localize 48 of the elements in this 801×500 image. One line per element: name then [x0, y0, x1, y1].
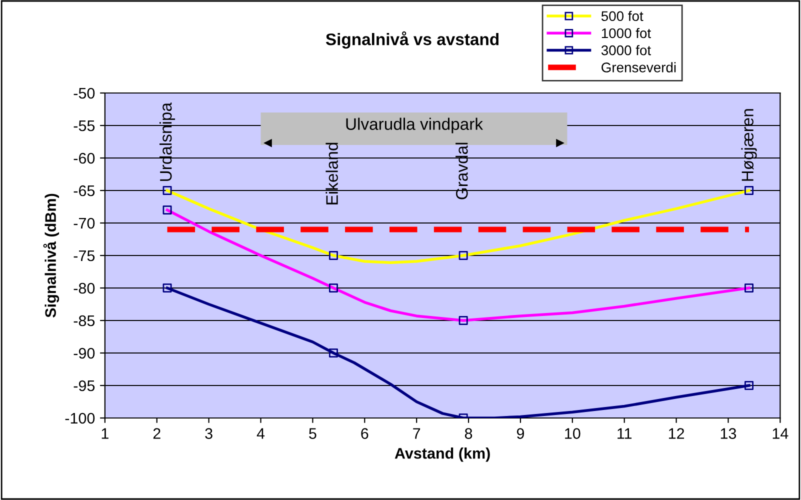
chart-title: Signalnivå vs avstand: [326, 31, 498, 49]
legend-label: 3000 fot: [601, 45, 651, 56]
legend-label: Grenseverdi: [602, 62, 676, 72]
annotation: Høgjæren: [741, 109, 757, 181]
x-tick-label: 7: [413, 428, 420, 439]
point: [328, 251, 338, 260]
point: [744, 381, 754, 390]
y-tick-label: -95: [74, 380, 95, 392]
annotation: Urdalsnipa: [159, 102, 176, 181]
x-tick-label: 6: [361, 428, 368, 439]
y-tick-label: -75: [74, 250, 95, 262]
y-tick-label: -55: [74, 120, 95, 132]
x-tick-label: 11: [618, 428, 632, 439]
band-label: Ulvarudla vindpark: [346, 118, 484, 134]
point: [458, 316, 468, 325]
legend-label: 500 fot: [601, 10, 644, 22]
x-axis-title: Avstand (km): [394, 448, 490, 462]
y-tick-label: -60: [74, 152, 95, 164]
point: [458, 251, 468, 260]
y-tick-label: -80: [74, 282, 95, 294]
y-tick-label: -50: [74, 88, 95, 99]
x-tick-label: 12: [668, 428, 684, 439]
x-tick-label: 13: [720, 428, 736, 439]
y-tick-label: -90: [74, 348, 95, 359]
x-tick-label: 8: [464, 428, 472, 439]
x-tick-label: 3: [205, 428, 212, 439]
point: [328, 284, 338, 292]
x-tick-label: 4: [256, 428, 265, 439]
y-tick-label: -85: [74, 315, 95, 326]
annotation: Gravdal: [456, 142, 468, 200]
x-tick-label: 2: [153, 428, 160, 439]
point: [328, 348, 338, 358]
x-tick-label: 9: [516, 428, 524, 439]
legend-label: 1000 fot: [602, 28, 651, 38]
x-tick-label: 10: [565, 428, 580, 439]
x-tick-label: 1: [102, 428, 108, 439]
point: [744, 186, 754, 195]
y-tick-label: -70: [74, 218, 95, 229]
y-axis-title: Signalnivå (dBm): [43, 194, 60, 318]
point: [162, 206, 172, 214]
point: [744, 284, 754, 292]
y-tick-label: -100: [65, 412, 95, 424]
x-tick-label: 14: [772, 428, 788, 439]
point: [162, 186, 172, 195]
point: [162, 284, 172, 292]
x-tick-label: 5: [309, 428, 316, 439]
annotation: Eikeland: [326, 142, 338, 204]
y-tick-label: -65: [74, 185, 95, 196]
